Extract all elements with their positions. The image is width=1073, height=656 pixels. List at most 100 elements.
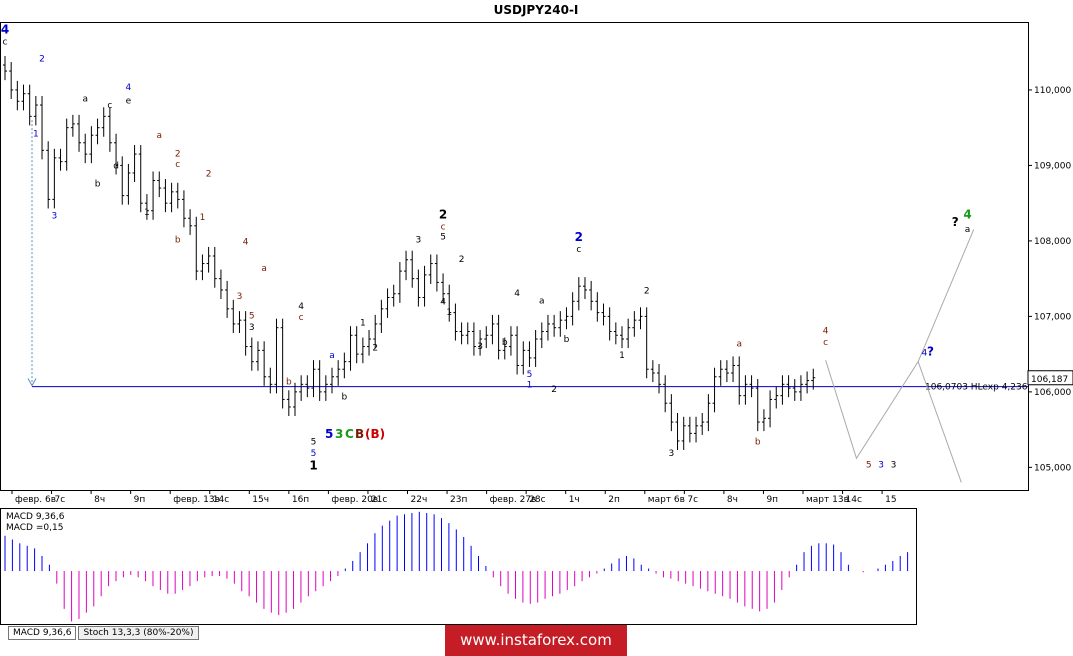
wave-degree-label: (B) [365, 427, 385, 441]
wave-label: 1 [200, 213, 206, 223]
wave-label: 1 [144, 208, 150, 218]
wave-label: a [965, 225, 971, 235]
wave-label: 2 [439, 207, 447, 221]
x-tick-label: 14с [846, 495, 862, 505]
wave-label: b [502, 338, 508, 348]
wave-label: 3 [878, 460, 884, 470]
wave-label: 4 [823, 327, 829, 337]
wave-label: 2 [459, 255, 465, 265]
wave-label: c [107, 101, 112, 111]
tab-macd[interactable]: MACD 9,36,6 [8, 626, 77, 640]
wave-degree-label: B [355, 427, 364, 441]
wave-label: 2 [551, 385, 557, 395]
wave-label: d [113, 161, 119, 171]
x-tick-label: февр. 20в [331, 495, 378, 505]
x-tick-label: 7с [55, 495, 66, 505]
x-tick-label: 9п [134, 495, 146, 505]
chart-title: USDJPY240-I [494, 3, 579, 17]
wave-label: 5 [866, 460, 872, 470]
x-tick-label: 23п [450, 495, 467, 505]
y-tick-label: 108,000 [1034, 237, 1071, 247]
x-tick-label: 8ч [727, 495, 738, 505]
wave-label: a [156, 131, 162, 141]
price-panel: 110,000 109,000 108,000 107,000 106,000 105,0… [0, 22, 1073, 505]
wave-label: 4 [243, 238, 249, 248]
brand-banner[interactable]: www.instaforex.com [445, 625, 627, 656]
wave-label: a [329, 351, 335, 361]
x-tick-label: 15ч [252, 495, 269, 505]
macd-label: MACD 9,36,6 [6, 512, 65, 522]
wave-label: a [736, 340, 742, 350]
wave-label: 3 [249, 323, 255, 333]
forecast-path-alt [917, 361, 962, 483]
current-price-box [1027, 370, 1073, 386]
x-tick-label: 7с [687, 495, 698, 505]
tab-stoch[interactable]: Stoch 13,3,3 (80%-20%) [78, 626, 199, 640]
wave-label: c [175, 160, 180, 170]
wave-label: 1 [446, 308, 452, 318]
indicator-tabs: MACD 9,36,6 Stoch 13,3,3 (80%-20%) [8, 626, 199, 640]
wave-label: 5 [311, 449, 317, 459]
wave-label: 3 [891, 460, 897, 470]
macd-value: MACD =0,15 [6, 523, 63, 533]
wave-label: a [539, 297, 545, 307]
wave-label: 2 [39, 54, 45, 64]
wave-label: c [3, 38, 8, 48]
x-tick-label: 22ч [411, 495, 428, 505]
wave-degree-label: 5 [325, 427, 333, 441]
x-tick-label: 8ч [94, 495, 105, 505]
wave-label: 1 [527, 380, 533, 390]
x-tick-label: 14с [213, 495, 229, 505]
wave-label: 4 [298, 302, 304, 312]
wave-label: b [341, 392, 347, 402]
wave-label: a [82, 94, 88, 104]
wave-label: 4 [921, 349, 927, 359]
wave-label: b [755, 438, 761, 448]
macd-frame [0, 508, 917, 625]
wave-label: 2 [575, 230, 583, 244]
wave-label: 4 [126, 83, 132, 93]
wave-label: 3 [668, 449, 674, 459]
y-tick-label: 110,000 [1034, 86, 1071, 96]
x-tick-label: март 6в [648, 495, 685, 505]
wave-label: 1 [33, 130, 39, 140]
price-frame [0, 22, 1029, 491]
measure-arrowhead [27, 378, 37, 387]
wave-label: a [261, 264, 267, 274]
wave-label: b [286, 377, 292, 387]
forecast-path [825, 229, 975, 460]
x-tick-label: 2п [608, 495, 620, 505]
wave-label: 4 [440, 297, 446, 307]
y-tick-label: 106,000 [1034, 388, 1071, 398]
x-tick-label: февр. 13в [173, 495, 220, 505]
wave-label: e [126, 97, 132, 107]
wave-label: 1 [360, 318, 366, 328]
target-line-label: 106,0703 HLexp 4,236 [925, 383, 1028, 393]
wave-label: 1 [619, 351, 625, 361]
y-tick-label: 109,000 [1034, 161, 1071, 171]
x-tick-label: 28с [529, 495, 545, 505]
current-price-label: 106,187 [1031, 375, 1068, 385]
x-tick-label: 16п [292, 495, 309, 505]
wave-label: ? [952, 215, 959, 229]
wave-label: 3 [477, 342, 483, 352]
y-tick-label: 105,000 [1034, 463, 1071, 473]
wave-label: 2 [206, 170, 212, 180]
x-tick-label: 9п [766, 495, 778, 505]
wave-label: b [95, 180, 101, 190]
wave-label: ? [927, 345, 934, 359]
wave-label: 2 [372, 343, 378, 353]
wave-label: 4 [963, 207, 971, 221]
wave-label: 4 [1, 22, 9, 36]
wave-label: 3 [51, 211, 57, 221]
wave-label: 2 [175, 149, 181, 159]
wave-label: 2 [644, 287, 650, 297]
wave-label: b [564, 335, 570, 345]
wave-label: 5 [311, 438, 317, 448]
wave-label: 5 [249, 312, 255, 322]
x-tick-label: 1ч [569, 495, 580, 505]
wave-label: c [299, 313, 304, 323]
wave-label: 3 [237, 292, 243, 302]
